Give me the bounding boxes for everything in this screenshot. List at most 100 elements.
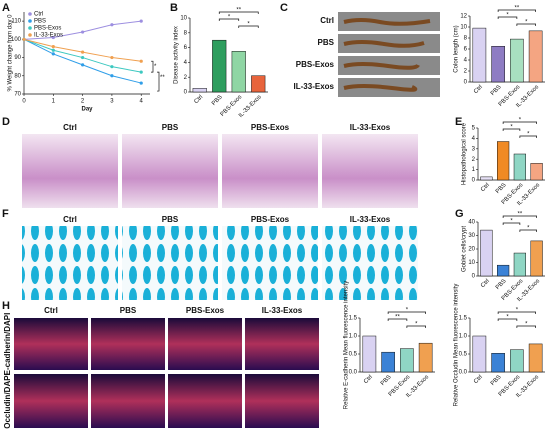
x-tick-label: 0 bbox=[22, 99, 26, 105]
x-tick-label: 2 bbox=[81, 99, 85, 105]
y-tick-label: 12 bbox=[460, 14, 467, 20]
sig-label: * bbox=[510, 219, 513, 225]
micrograph bbox=[245, 374, 319, 428]
sig-label: ** bbox=[236, 8, 241, 14]
sig-label: * bbox=[527, 132, 530, 138]
sig-label: * bbox=[415, 322, 418, 328]
image-label: PBS-Exos bbox=[251, 123, 290, 132]
sig-label: * bbox=[516, 308, 519, 314]
panel-label: G bbox=[455, 208, 464, 220]
image-label: IL-33-Exos bbox=[350, 215, 391, 224]
bar bbox=[528, 343, 543, 373]
sig-bracket bbox=[519, 135, 537, 138]
point bbox=[110, 74, 114, 78]
bar bbox=[530, 240, 543, 277]
panel-label: F bbox=[2, 208, 9, 220]
legend-marker bbox=[28, 33, 32, 37]
image-label: Ctrl bbox=[63, 123, 77, 132]
bar bbox=[472, 335, 487, 373]
sig-label: * bbox=[510, 125, 513, 131]
point bbox=[51, 45, 55, 49]
y-tick-label: 0 bbox=[472, 274, 476, 280]
y-tick-label: 1.0 bbox=[349, 334, 358, 340]
sig-bracket bbox=[218, 11, 259, 14]
micrograph bbox=[168, 318, 242, 370]
sig-bracket bbox=[502, 121, 537, 124]
x-tick-label: 3 bbox=[110, 99, 114, 105]
y-tick-label: 1 bbox=[472, 167, 476, 173]
sig-label: * bbox=[519, 118, 522, 124]
micrograph bbox=[122, 134, 218, 208]
sig-label: * bbox=[506, 315, 509, 321]
y-axis-label: Relative Occludin Mean fluorescence inte… bbox=[454, 284, 460, 407]
bar bbox=[491, 46, 505, 83]
y-tick-label: 20 bbox=[468, 247, 475, 253]
y-tick-label: 10 bbox=[180, 16, 187, 22]
sig-bracket bbox=[502, 215, 537, 218]
sig-bracket bbox=[157, 71, 160, 92]
sig-label: * bbox=[506, 13, 509, 19]
y-tick-label: 4 bbox=[472, 136, 476, 142]
point bbox=[81, 55, 85, 60]
colon bbox=[343, 84, 418, 92]
x-tick-label: Ctrl bbox=[480, 278, 491, 289]
panel-label: B bbox=[170, 2, 178, 14]
point bbox=[81, 50, 85, 54]
bar bbox=[513, 153, 526, 181]
y-tick-label: 0 bbox=[464, 80, 468, 86]
point bbox=[81, 63, 85, 67]
y-tick-label: 40 bbox=[468, 220, 475, 226]
bar bbox=[510, 349, 524, 373]
legend-label: IL-33-Exos bbox=[34, 33, 63, 39]
y-tick-label: 1.0 bbox=[459, 334, 468, 340]
image-label: PBS-Exos bbox=[186, 306, 225, 315]
micrograph bbox=[14, 374, 88, 428]
bar bbox=[231, 51, 246, 93]
y-tick-label: 5 bbox=[472, 126, 476, 132]
panel-label: H bbox=[2, 300, 10, 312]
x-tick-label: PBS bbox=[490, 374, 503, 387]
bar bbox=[251, 75, 266, 93]
sig-label: * bbox=[525, 20, 528, 26]
x-tick-label: 4 bbox=[140, 99, 144, 105]
bar bbox=[472, 27, 487, 83]
point bbox=[139, 70, 143, 74]
y-tick-label: 0.5 bbox=[349, 352, 358, 358]
sig-bracket bbox=[502, 222, 521, 225]
sig-bracket bbox=[387, 311, 426, 314]
legend-marker bbox=[28, 12, 32, 16]
y-tick-label: 80 bbox=[14, 73, 21, 79]
image-label: PBS-Exos bbox=[251, 215, 290, 224]
y-tick-label: 8 bbox=[464, 36, 468, 42]
micrograph bbox=[91, 374, 165, 428]
x-axis-label: Day bbox=[81, 107, 93, 113]
panel-label: C bbox=[280, 2, 288, 14]
y-tick-label: 0.0 bbox=[459, 370, 468, 376]
y-tick-label: 1.5 bbox=[349, 316, 358, 322]
bar bbox=[510, 38, 524, 83]
bar bbox=[192, 88, 207, 93]
sig-bracket bbox=[406, 325, 426, 328]
y-tick-label: 4 bbox=[184, 60, 188, 66]
x-tick-label: 1 bbox=[52, 99, 56, 105]
colon bbox=[343, 18, 431, 26]
photo-label: Ctrl bbox=[320, 16, 334, 25]
bar bbox=[513, 252, 526, 277]
panel-label: A bbox=[2, 2, 10, 14]
y-tick-label: 6 bbox=[184, 45, 188, 51]
x-tick-label: Ctrl bbox=[480, 182, 491, 193]
bar bbox=[418, 342, 433, 373]
point bbox=[51, 35, 55, 40]
micrograph bbox=[322, 134, 418, 208]
micrograph bbox=[245, 318, 319, 370]
y-tick-label: 2 bbox=[464, 69, 468, 75]
sig-label: * bbox=[247, 22, 250, 28]
micrograph bbox=[222, 134, 318, 208]
micrograph bbox=[22, 134, 118, 208]
sig-label: ** bbox=[395, 315, 400, 321]
x-tick-label: Ctrl bbox=[363, 374, 374, 385]
row-label: Occludin/DAPI bbox=[3, 373, 12, 429]
image-label: IL-33-Exos bbox=[350, 123, 391, 132]
sig-label: * bbox=[525, 322, 528, 328]
image-label: PBS bbox=[162, 123, 179, 132]
